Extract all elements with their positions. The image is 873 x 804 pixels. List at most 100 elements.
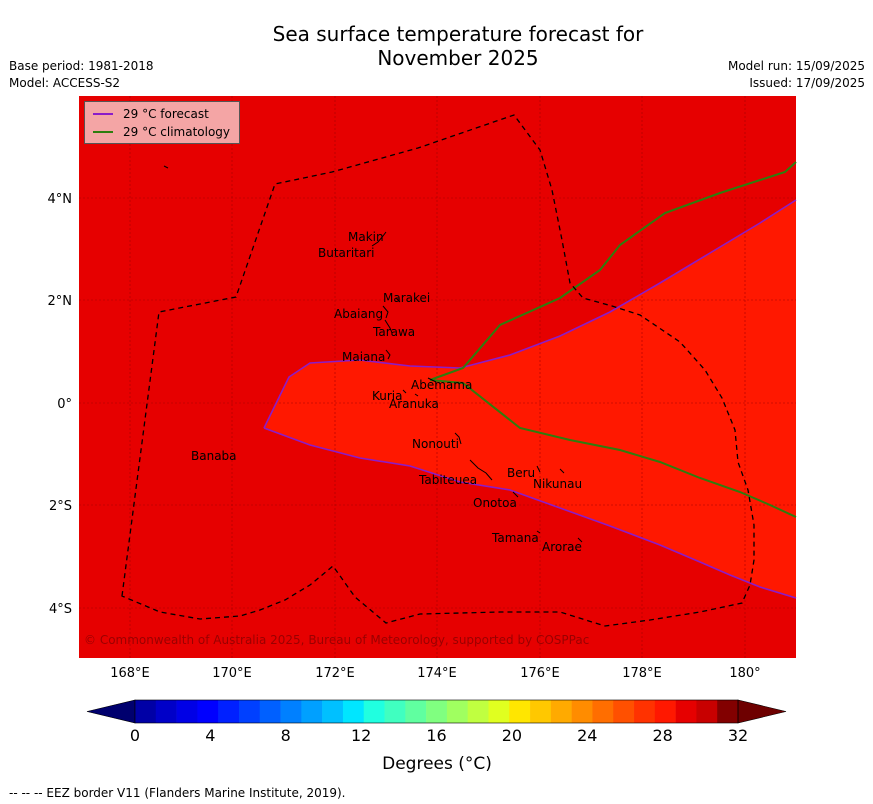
legend: 29 °C forecast 29 °C climatology [84,101,240,144]
colorbar-segment [197,700,219,723]
colorbar-label: Degrees (°C) [382,754,492,774]
label-maiana: Maiana [342,350,385,364]
colorbar-tick: 32 [728,726,748,745]
meta-right: Model run: 15/09/2025 Issued: 17/09/2025 [728,58,865,92]
island-kuria-aranuka [402,389,419,397]
climatology-swatch [93,131,113,133]
island-marakei [395,297,401,303]
label-tarawa: Tarawa [372,325,415,339]
colorbar-tick: 0 [130,726,140,745]
label-nikunau: Nikunau [533,477,582,491]
lat-tick-label: 2°N [48,294,73,309]
island-tabiteuea [469,459,493,481]
colorbar-segment [571,700,593,723]
colorbar-segment [696,700,718,723]
colorbar-segment [654,700,676,723]
island-butaritari [371,231,387,247]
colorbar-segment [717,700,739,723]
base-period: Base period: 1981-2018 [9,59,154,73]
label-makin: Makin [348,230,384,244]
label-beru: Beru [507,466,535,480]
label-abaiang: Abaiang [334,307,383,321]
legend-item-forecast: 29 °C forecast [93,105,209,123]
colorbar-segment [613,700,635,723]
colorbar-segment [135,700,157,723]
colorbar-frame [134,699,739,724]
lon-tick-label: 176°E [520,666,560,681]
lon-tick-label: 170°E [212,666,252,681]
chart-title: Sea surface temperature forecast for Nov… [0,22,873,70]
label-kuria: Kuria [372,389,403,403]
colorbar-segment [488,700,510,723]
island-tarawa [384,319,393,334]
label-aranuka: Aranuka [389,397,439,411]
colorbar-min-arrow [86,699,136,724]
colorbar-segment [259,700,281,723]
label-nonouti: Nonouti [412,437,459,451]
island-nonouti [454,432,462,445]
colorbar-segment [405,700,427,723]
colorbar-max-arrow [737,699,787,724]
colorbar-tick: 16 [426,726,446,745]
colorbar-tick: 20 [502,726,522,745]
colorbar-segment [509,700,531,723]
label-tabiteuea: Tabiteuea [418,473,477,487]
island-onotoa [512,491,519,498]
islands [163,165,583,543]
colorbar-segment [155,700,177,723]
colorbar-segment [363,700,385,723]
colorbar-segment [176,700,198,723]
label-tamana: Tamana [491,531,539,545]
colorbar-segment [675,700,697,723]
title-line-1: Sea surface temperature forecast for [272,22,644,46]
colorbar-tick: 24 [577,726,597,745]
colorbar-segment [342,700,365,723]
longitude-tick-labels: 168°E 170°E 172°E 174°E 176°E 178°E 180° [110,666,760,681]
label-butaritari: Butaritari [318,246,375,260]
colorbar [86,699,787,724]
colorbar-segment [426,700,448,723]
lat-tick-label: 0° [57,397,72,412]
colorbar-segment [384,700,406,723]
label-marakei: Marakei [383,291,430,305]
footer-note: -- -- -- EEZ border V11 (Flanders Marine… [9,786,346,800]
colorbar-segment [550,700,572,723]
colorbar-tick: 28 [652,726,672,745]
island-abemama [427,377,437,383]
climatology-contour-line [429,161,797,518]
issued-date: Issued: 17/09/2025 [749,76,865,90]
colorbar-tick: 4 [205,726,215,745]
label-onotoa: Onotoa [473,496,517,510]
forecast-swatch [93,113,113,115]
lon-tick-label: 168°E [110,666,150,681]
colorbar-segment [301,700,323,723]
colorbar-segment [280,700,302,723]
colorbar-segment [592,700,614,723]
island-beru [536,465,541,473]
lon-tick-label: 180° [729,666,760,681]
colorbar-segment [634,700,656,723]
latitude-tick-labels: 4°N 2°N 0° 2°S 4°S [48,192,73,617]
lat-tick-label: 4°N [48,192,73,207]
colorbar-segment [467,700,489,723]
island-tamana [536,530,541,534]
forecast-contour-line [263,199,797,599]
place-labels: Makin Butaritari Marakei Abaiang Tarawa … [191,230,582,554]
forecast-warm-region [264,200,796,598]
label-banaba: Banaba [191,449,237,463]
island-arorae [577,537,583,543]
meta-left: Base period: 1981-2018 Model: ACCESS-S2 [9,58,154,92]
island-nikunau [559,468,565,474]
island-small-nw [163,165,169,169]
copyright-text: © Commonwealth of Australia 2025, Bureau… [84,633,589,647]
eez-border [121,114,755,627]
legend-label-forecast: 29 °C forecast [123,107,209,121]
colorbar-segment [238,700,261,723]
colorbar-segment [218,700,240,723]
label-abemama: Abemama [411,378,472,392]
lon-tick-label: 178°E [622,666,662,681]
island-abaiang [382,305,389,319]
colorbar-segment [530,700,552,723]
lon-tick-label: 174°E [417,666,457,681]
